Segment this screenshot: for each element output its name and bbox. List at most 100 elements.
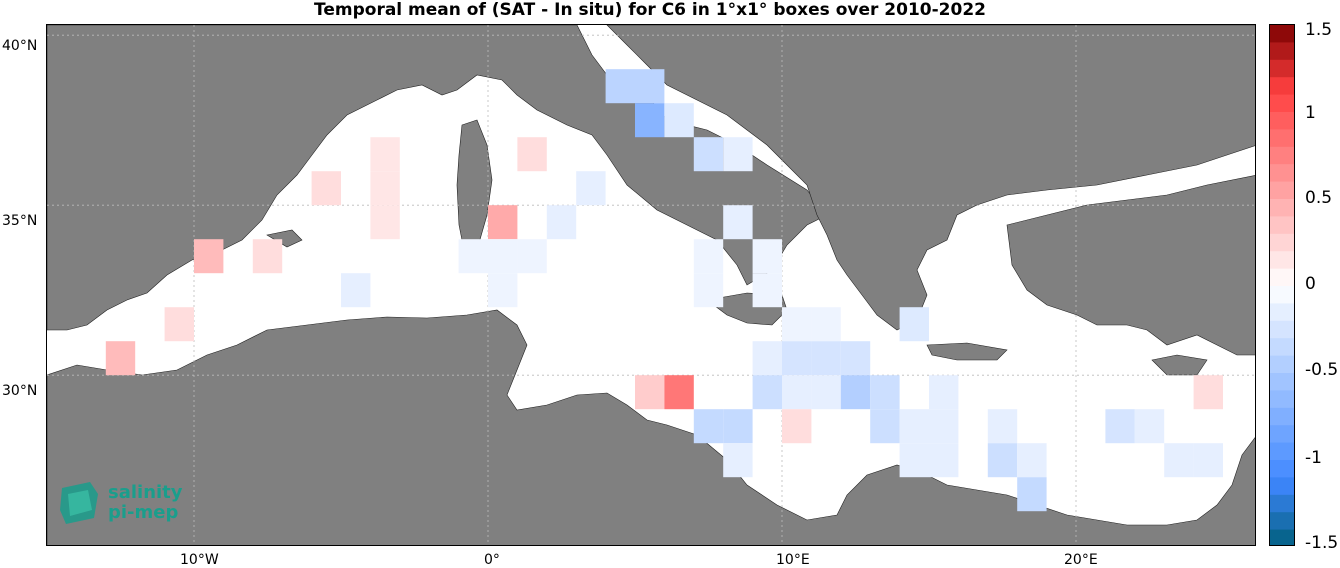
colorbar-swatch — [1270, 407, 1294, 426]
data-cells — [105, 69, 1223, 512]
colorbar-swatch — [1270, 77, 1294, 96]
data-cell — [1164, 443, 1194, 478]
colorbar-swatch — [1270, 112, 1294, 130]
data-cell — [782, 307, 812, 342]
colorbar-swatch — [1270, 42, 1294, 61]
data-cell — [870, 409, 900, 444]
data-cell — [693, 409, 724, 444]
logo-text-line2: pi-mep — [108, 502, 179, 523]
colorbar-swatch — [1270, 59, 1294, 78]
data-cell — [488, 239, 518, 274]
lat-label-35n: 35°N — [2, 213, 38, 229]
salinity-pimep-logo: salinity pi-mep — [58, 478, 198, 528]
colorbar-swatch — [1270, 355, 1294, 374]
colorbar-swatch — [1270, 233, 1294, 252]
data-cell — [693, 239, 724, 274]
data-cell — [1017, 443, 1047, 478]
data-cell — [987, 443, 1018, 478]
data-cell — [664, 103, 694, 138]
colorbar-swatch — [1270, 390, 1294, 409]
data-cell — [752, 375, 782, 410]
data-cell — [899, 443, 929, 478]
colorbar-swatch — [1270, 320, 1294, 339]
data-cell — [693, 273, 724, 308]
colorbar-swatches — [1270, 25, 1294, 545]
colorbar-swatch — [1270, 129, 1294, 148]
data-cell — [458, 239, 488, 274]
data-cell — [899, 307, 929, 342]
data-cell — [517, 239, 547, 274]
data-cell — [811, 375, 841, 410]
land-turkey-south — [1006, 175, 1255, 356]
data-cell — [576, 171, 606, 206]
data-cell — [723, 137, 753, 172]
data-cell — [723, 409, 753, 444]
data-cell — [635, 375, 665, 410]
data-cell — [635, 103, 665, 138]
lon-label-10w: 10°W — [180, 552, 219, 568]
colorbar-label-1: 1 — [1305, 103, 1316, 123]
land-africa — [47, 309, 1255, 545]
land-cyprus — [1151, 354, 1208, 376]
data-cell — [370, 137, 400, 172]
data-cell — [605, 69, 635, 104]
data-cell — [987, 409, 1018, 444]
colorbar-label-0: 0 — [1305, 274, 1316, 294]
data-cell — [752, 273, 782, 308]
colorbar-swatch — [1270, 373, 1294, 391]
data-cell — [723, 205, 753, 240]
colorbar-swatch — [1270, 164, 1294, 183]
data-cell — [693, 137, 724, 172]
colorbar-swatch — [1270, 216, 1294, 235]
land-balkans-turkey — [606, 25, 1255, 331]
colorbar-swatch — [1270, 460, 1294, 478]
colorbar-label-minus-0-5: -0.5 — [1305, 360, 1339, 380]
lon-label-20e: 20°E — [1064, 552, 1098, 568]
data-cell — [1017, 477, 1047, 512]
colorbar-swatch — [1270, 338, 1294, 357]
data-cell — [811, 307, 841, 342]
land-sardinia — [456, 119, 493, 256]
data-cell — [546, 205, 577, 240]
lon-label-10e: 10°E — [776, 552, 810, 568]
colorbar-swatch — [1270, 425, 1294, 444]
colorbar — [1269, 24, 1295, 546]
data-cell — [164, 307, 194, 342]
colorbar-swatch — [1270, 286, 1294, 304]
data-cell — [635, 69, 665, 104]
colorbar-swatch — [1270, 303, 1294, 322]
data-cell — [929, 443, 959, 478]
colorbar-label-0-5: 0.5 — [1305, 188, 1333, 208]
colorbar-swatch — [1270, 268, 1294, 287]
colorbar-swatch — [1270, 94, 1294, 113]
data-cell — [840, 341, 871, 376]
data-cell — [370, 171, 400, 206]
data-cell — [1134, 409, 1165, 444]
data-cell — [782, 341, 812, 376]
data-cell — [840, 375, 871, 410]
data-cell — [811, 341, 841, 376]
colorbar-swatch — [1270, 25, 1294, 43]
colorbar-label-1-5: 1.5 — [1305, 20, 1333, 40]
colorbar-swatch — [1270, 442, 1294, 461]
lat-label-30n: 30°N — [2, 383, 38, 399]
data-cell — [899, 409, 929, 444]
lat-label-40n: 40°N — [2, 38, 38, 54]
data-cell — [664, 375, 694, 410]
land-crete — [926, 342, 1008, 361]
data-cell — [752, 341, 782, 376]
colorbar-swatch — [1270, 199, 1294, 217]
data-cell — [370, 205, 400, 240]
map-area — [46, 24, 1256, 546]
data-cell — [311, 171, 341, 206]
data-cell — [929, 375, 959, 410]
logo-text-line1: salinity — [108, 482, 183, 503]
logo-icon — [60, 482, 98, 524]
colorbar-swatch — [1270, 529, 1294, 545]
data-cell — [252, 239, 283, 274]
lon-label-0: 0° — [484, 552, 500, 568]
data-cell — [870, 375, 900, 410]
data-cell — [488, 273, 518, 308]
data-cell — [782, 409, 812, 444]
colorbar-swatch — [1270, 477, 1294, 496]
